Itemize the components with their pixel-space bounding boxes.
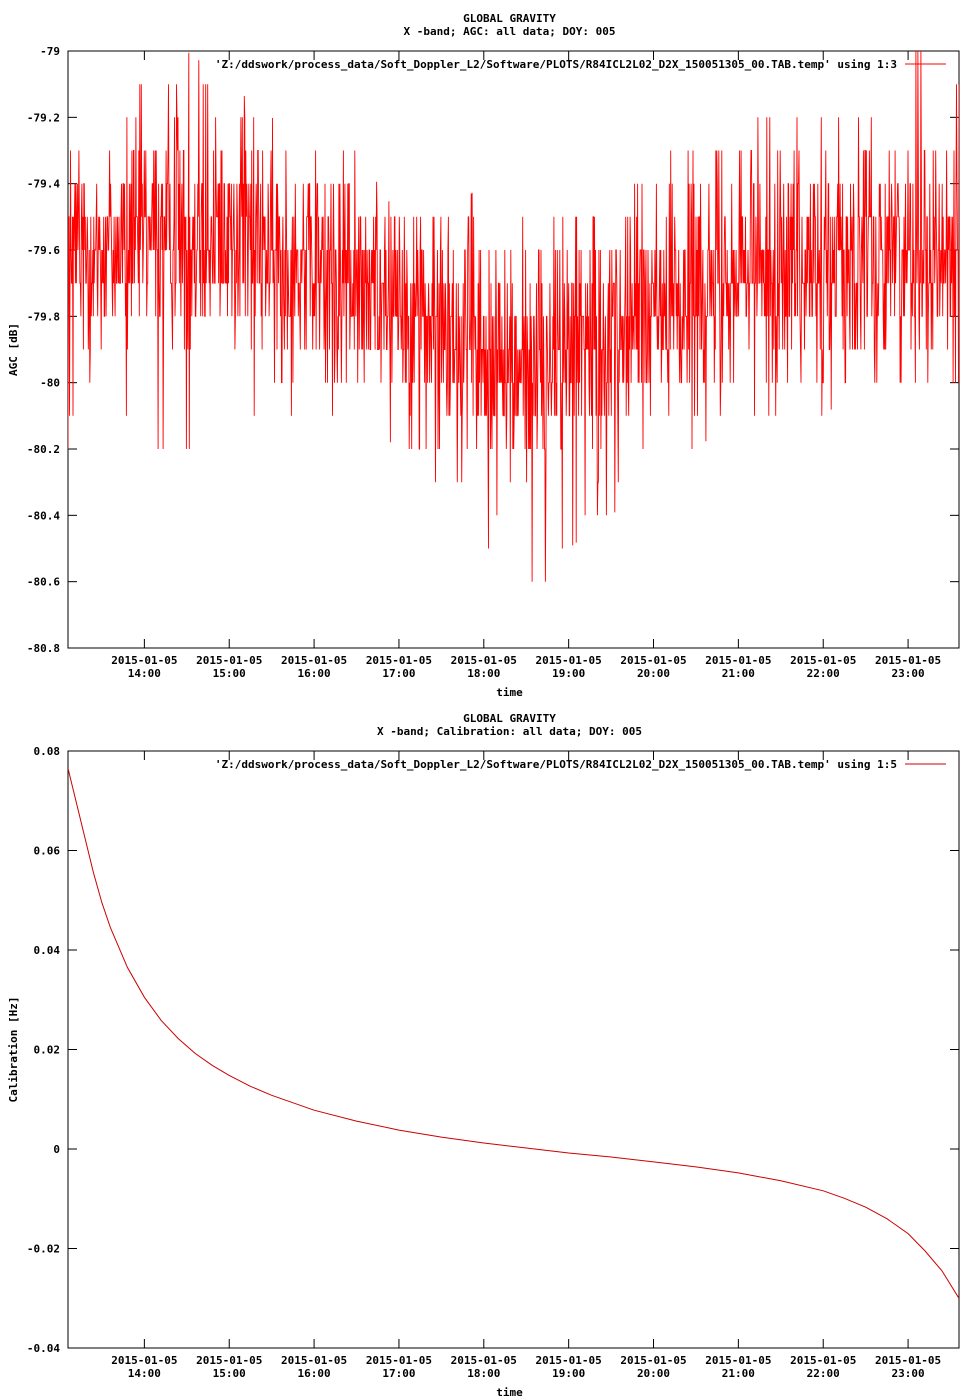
agc-series-line [68, 51, 959, 582]
x-tick-time-label: 23:00 [892, 1367, 925, 1380]
x-tick-time-label: 18:00 [467, 667, 500, 680]
x-tick-time-label: 17:00 [382, 667, 415, 680]
y-tick-label: 0 [53, 1143, 60, 1156]
x-tick-time-label: 16:00 [298, 1367, 331, 1380]
x-tick-date-label: 2015-01-05 [451, 654, 517, 667]
x-tick-date-label: 2015-01-05 [196, 1354, 262, 1367]
x-tick-date-label: 2015-01-05 [620, 654, 686, 667]
y-tick-label: 0.08 [34, 745, 61, 758]
x-tick-time-label: 15:00 [213, 667, 246, 680]
x-tick-date-label: 2015-01-05 [875, 1354, 941, 1367]
x-tick-time-label: 17:00 [382, 1367, 415, 1380]
y-tick-label: 0.02 [34, 1044, 61, 1057]
chart-title: GLOBAL GRAVITY [463, 12, 556, 25]
x-tick-date-label: 2015-01-05 [111, 654, 177, 667]
legend-label: 'Z:/ddswork/process_data/Soft_Doppler_L2… [215, 58, 897, 71]
x-tick-date-label: 2015-01-05 [536, 1354, 602, 1367]
x-tick-time-label: 22:00 [807, 1367, 840, 1380]
x-tick-time-label: 15:00 [213, 1367, 246, 1380]
x-tick-date-label: 2015-01-05 [705, 654, 771, 667]
x-tick-time-label: 19:00 [552, 667, 585, 680]
y-tick-label: -80.2 [27, 443, 60, 456]
calibration-series-line [68, 768, 959, 1299]
y-tick-label: -79.4 [27, 178, 60, 191]
x-axis-label: time [496, 1386, 523, 1399]
y-tick-label: 0.06 [34, 845, 61, 858]
chart-subtitle: X -band; Calibration: all data; DOY: 005 [377, 725, 642, 738]
y-tick-label: -0.02 [27, 1243, 60, 1256]
x-tick-time-label: 20:00 [637, 667, 670, 680]
x-tick-date-label: 2015-01-05 [111, 1354, 177, 1367]
x-tick-date-label: 2015-01-05 [536, 654, 602, 667]
legend-label: 'Z:/ddswork/process_data/Soft_Doppler_L2… [215, 758, 897, 771]
x-tick-date-label: 2015-01-05 [705, 1354, 771, 1367]
x-tick-date-label: 2015-01-05 [366, 1354, 432, 1367]
x-tick-date-label: 2015-01-05 [281, 654, 347, 667]
y-tick-label: -79 [40, 45, 60, 58]
x-tick-date-label: 2015-01-05 [451, 1354, 517, 1367]
y-tick-label: -80.8 [27, 642, 60, 655]
y-tick-label: -79.8 [27, 310, 60, 323]
y-tick-label: -0.04 [27, 1342, 60, 1355]
x-tick-time-label: 20:00 [637, 1367, 670, 1380]
y-axis-label: Calibration [Hz] [7, 997, 20, 1103]
x-tick-time-label: 21:00 [722, 667, 755, 680]
x-tick-time-label: 19:00 [552, 1367, 585, 1380]
y-axis-label: AGC [dB] [7, 323, 20, 376]
plot-frame [67, 750, 960, 1349]
y-tick-label: -79.2 [27, 111, 60, 124]
x-tick-date-label: 2015-01-05 [366, 654, 432, 667]
x-tick-time-label: 18:00 [467, 1367, 500, 1380]
x-tick-time-label: 16:00 [298, 667, 331, 680]
chart-title: GLOBAL GRAVITY [463, 712, 556, 725]
x-tick-time-label: 14:00 [128, 667, 161, 680]
x-axis-label: time [496, 686, 523, 699]
y-tick-label: -80.6 [27, 576, 60, 589]
x-tick-time-label: 22:00 [807, 667, 840, 680]
y-tick-label: 0.04 [34, 944, 61, 957]
chart-subtitle: X -band; AGC: all data; DOY: 005 [404, 25, 616, 38]
x-tick-time-label: 14:00 [128, 1367, 161, 1380]
y-tick-label: -80 [40, 377, 60, 390]
x-tick-date-label: 2015-01-05 [875, 654, 941, 667]
x-tick-time-label: 23:00 [892, 667, 925, 680]
x-tick-date-label: 2015-01-05 [281, 1354, 347, 1367]
x-tick-date-label: 2015-01-05 [196, 654, 262, 667]
plot-frame [67, 50, 960, 649]
x-tick-date-label: 2015-01-05 [620, 1354, 686, 1367]
x-tick-time-label: 21:00 [722, 1367, 755, 1380]
y-tick-label: -79.6 [27, 244, 60, 257]
y-tick-label: -80.4 [27, 509, 60, 522]
x-tick-date-label: 2015-01-05 [790, 654, 856, 667]
x-tick-date-label: 2015-01-05 [790, 1354, 856, 1367]
